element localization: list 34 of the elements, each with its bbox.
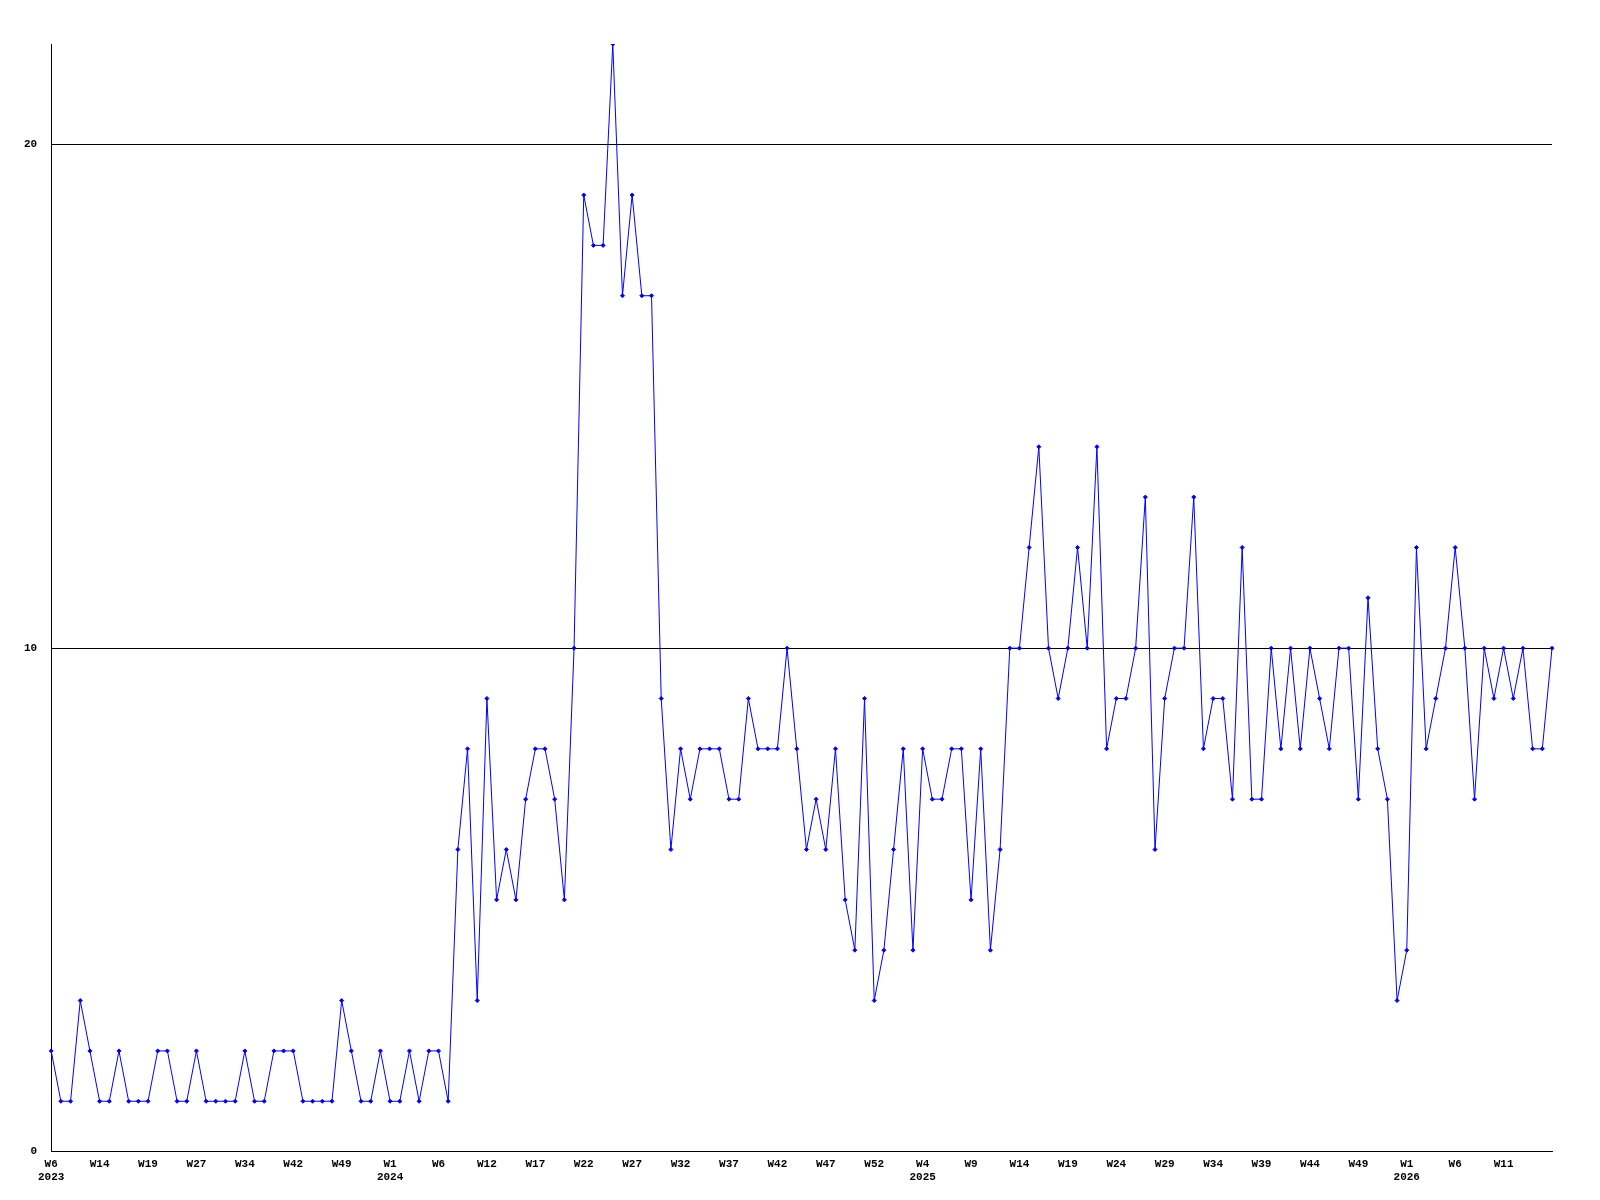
x-tick-label: W1 2024: [376, 1157, 404, 1184]
x-tick-label: W44: [1300, 1157, 1321, 1170]
x-tick-label: W49: [331, 1157, 352, 1170]
x-tick-label: W47: [815, 1157, 836, 1170]
x-tick-label: W14: [89, 1157, 110, 1170]
x-tick-label: W24: [1106, 1157, 1127, 1170]
x-tick-label: W42: [283, 1157, 304, 1170]
y-tick-label: 10: [24, 641, 38, 654]
x-tick-label: W27: [622, 1157, 643, 1170]
x-tick-label: W12: [477, 1157, 497, 1170]
y-tick-label: 0: [30, 1145, 38, 1158]
x-tick-label: W19: [1057, 1157, 1078, 1170]
x-tick-label: W1 2026: [1393, 1157, 1420, 1184]
x-tick-label: W9: [964, 1157, 978, 1170]
x-tick-label: W4 2025: [909, 1157, 937, 1184]
x-tick-label: W32: [670, 1157, 691, 1170]
x-tick-label: W6 2023: [38, 1157, 65, 1184]
x-tick-label: W37: [719, 1157, 739, 1170]
x-tick-label: W39: [1251, 1157, 1272, 1170]
x-tick-label: W49: [1348, 1157, 1369, 1170]
x-tick-label: W52: [864, 1157, 885, 1170]
x-tick-label: W29: [1154, 1157, 1175, 1170]
x-tick-label: W17: [525, 1157, 546, 1170]
x-tick-label: W22: [573, 1157, 594, 1170]
x-tick-label: W6: [431, 1157, 446, 1170]
x-tick-label: W19: [138, 1157, 158, 1170]
x-tick-label: W27: [186, 1157, 207, 1170]
x-tick-label: W34: [234, 1157, 256, 1170]
x-tick-label: W11: [1493, 1157, 1514, 1170]
x-tick-label: W6: [1448, 1157, 1462, 1170]
x-tick-label: W42: [767, 1157, 788, 1170]
x-tick-label: W14: [1009, 1157, 1030, 1170]
y-tick-label: 20: [24, 138, 38, 151]
x-tick-label: W34: [1203, 1157, 1224, 1170]
